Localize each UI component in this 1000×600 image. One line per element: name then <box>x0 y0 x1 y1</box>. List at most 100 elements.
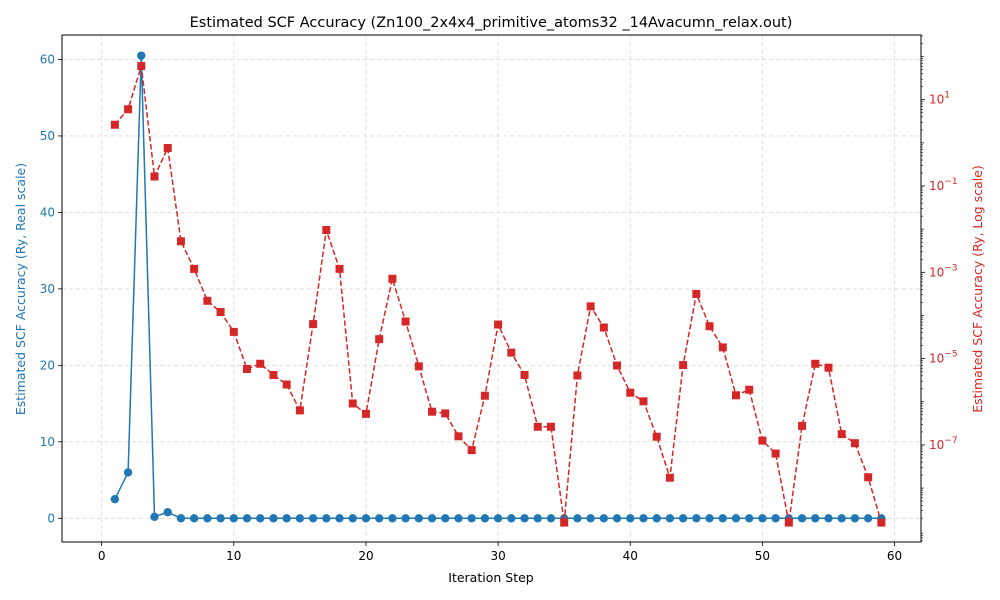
x-tick-label: 40 <box>623 549 638 563</box>
data-point-log <box>613 361 622 370</box>
x-tick-label: 60 <box>887 549 902 563</box>
data-point-real <box>427 514 437 523</box>
data-point-real <box>229 514 238 523</box>
data-point-real <box>811 514 820 523</box>
data-point-log <box>190 264 199 273</box>
x-tick-label: 30 <box>490 549 505 563</box>
data-point-log <box>745 385 754 394</box>
data-point-log <box>124 105 133 114</box>
data-point-real <box>758 514 767 523</box>
data-point-log <box>110 120 119 129</box>
data-point-log <box>718 343 727 352</box>
data-point-log <box>480 391 489 400</box>
data-point-real <box>123 468 133 477</box>
data-point-log <box>679 361 688 370</box>
data-point-real <box>718 514 727 523</box>
data-point-real <box>573 514 582 523</box>
data-point-log <box>798 421 807 430</box>
data-point-log <box>507 348 516 357</box>
data-point-log <box>137 62 146 71</box>
data-point-real <box>850 514 860 523</box>
data-point-log <box>295 406 304 415</box>
data-point-real <box>322 514 331 523</box>
data-point-log <box>335 264 344 273</box>
y-axis-left: 0 10 20 30 40 50 60 <box>40 52 62 525</box>
y-right-tick-label: 101 <box>929 91 950 107</box>
x-tick-label: 50 <box>755 549 770 563</box>
y-right-tick-label: 10−3 <box>929 263 958 279</box>
y-left-tick-label: 30 <box>40 282 55 296</box>
data-point-real <box>692 514 701 523</box>
y-right-tick-label: 10−5 <box>929 350 958 366</box>
data-point-log <box>533 422 542 431</box>
y-left-tick-label: 40 <box>40 205 55 219</box>
data-point-real <box>771 514 780 523</box>
data-point-real <box>493 514 503 523</box>
data-point-log <box>784 518 793 527</box>
data-point-log <box>864 473 873 482</box>
data-point-real <box>507 514 516 523</box>
data-point-real <box>335 514 344 523</box>
data-point-real <box>797 514 807 523</box>
data-point-real <box>863 514 873 523</box>
data-point-real <box>520 514 529 523</box>
data-point-real <box>546 514 556 523</box>
x-tick-label: 10 <box>226 549 241 563</box>
data-point-log <box>428 407 437 416</box>
data-point-log <box>731 391 740 400</box>
y-left-tick-label: 0 <box>47 511 55 525</box>
y-axis-right-title: Estimated SCF Accuracy (Ry, Log scale) <box>970 165 985 413</box>
data-point-log <box>573 371 582 380</box>
data-point-real <box>110 494 120 504</box>
y-left-tick-label: 50 <box>40 129 55 143</box>
data-point-real <box>348 514 357 523</box>
data-point-real <box>467 514 476 523</box>
data-point-real <box>401 514 410 523</box>
data-point-log <box>414 362 423 371</box>
data-point-log <box>546 422 555 431</box>
data-point-real <box>612 514 622 523</box>
data-point-real <box>150 512 159 521</box>
data-point-log <box>837 430 846 439</box>
data-point-log <box>665 473 674 482</box>
data-point-log <box>467 446 476 455</box>
data-point-log <box>560 518 569 527</box>
y-axis-left-title: Estimated SCF Accuracy (Ry, Real scale) <box>13 163 28 415</box>
data-point-real <box>361 514 371 523</box>
data-point-log <box>454 432 463 441</box>
data-point-real <box>678 514 688 523</box>
data-point-log <box>348 399 357 408</box>
data-point-real <box>441 514 450 523</box>
chart-title: Estimated SCF Accuracy (Zn100_2x4x4_prim… <box>190 15 793 31</box>
data-point-real <box>163 507 172 517</box>
data-point-real <box>269 514 278 523</box>
grid <box>62 35 921 542</box>
data-point-log <box>401 317 410 326</box>
data-point-real <box>745 514 754 523</box>
data-point-log <box>626 388 635 397</box>
data-point-real <box>454 514 463 523</box>
data-point-real <box>137 51 146 60</box>
data-point-log <box>243 364 252 373</box>
x-tick-label: 20 <box>358 549 373 563</box>
data-point-log <box>176 237 185 246</box>
data-point-log <box>824 363 833 372</box>
data-point-real <box>308 514 318 523</box>
x-axis: 0 10 20 30 40 50 60 <box>98 542 902 563</box>
data-point-real <box>705 514 714 523</box>
data-point-log <box>586 302 595 311</box>
data-point-real <box>837 514 846 523</box>
data-point-real <box>282 514 291 523</box>
data-point-log <box>388 274 397 283</box>
data-point-real <box>176 514 186 523</box>
y-left-tick-label: 60 <box>40 52 55 66</box>
data-point-real <box>203 514 212 523</box>
x-tick-label: 0 <box>98 549 106 563</box>
data-point-log <box>494 320 503 329</box>
data-point-real <box>374 514 384 523</box>
data-point-real <box>295 514 305 523</box>
left-series-layer <box>110 51 886 523</box>
data-point-log <box>692 289 701 298</box>
data-point-log <box>877 518 886 527</box>
data-point-real <box>533 514 542 523</box>
